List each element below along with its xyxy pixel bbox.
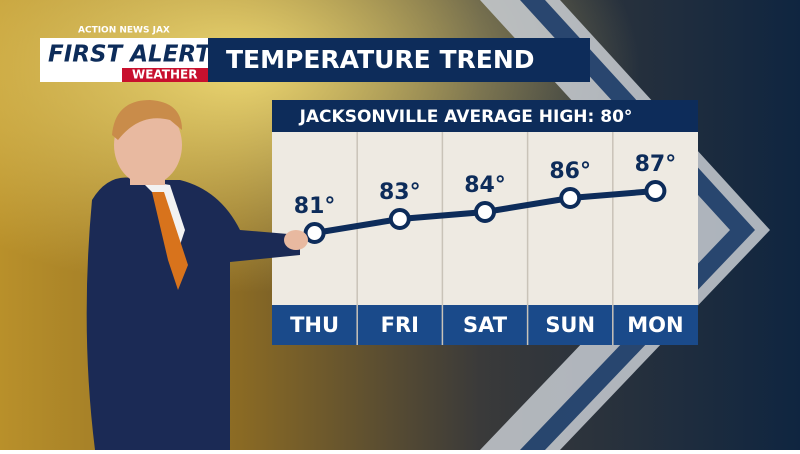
chart-subtitle: JACKSONVILLE AVERAGE HIGH: 80° xyxy=(299,107,633,127)
title-bar xyxy=(208,38,590,82)
day-bar xyxy=(272,305,698,345)
point xyxy=(303,222,326,244)
logo-product: WEATHER xyxy=(132,68,197,82)
value-label: 83° xyxy=(379,180,421,205)
logo-brand: FIRST ALERT xyxy=(48,42,213,68)
day-label: SAT xyxy=(463,313,508,337)
day-label: SUN xyxy=(545,313,595,337)
point xyxy=(388,208,411,230)
point xyxy=(644,180,667,202)
plot: THU FRI SAT SUN MON 81° 83° 84° 86° 87° xyxy=(290,132,684,345)
value-label: 84° xyxy=(464,173,506,198)
day-label: FRI xyxy=(381,313,419,337)
value-label: 81° xyxy=(294,194,336,219)
day-label: THU xyxy=(290,313,339,337)
logo-station: ACTION NEWS JAX xyxy=(78,26,170,36)
point xyxy=(559,187,582,209)
point xyxy=(474,201,496,223)
value-label: 87° xyxy=(635,152,677,177)
logo-strip xyxy=(122,68,208,82)
value-label: 86° xyxy=(549,159,591,184)
chart-title: TEMPERATURE TREND xyxy=(226,45,535,74)
subtitle-bar xyxy=(272,100,698,132)
presenter xyxy=(86,100,308,450)
day-label: MON xyxy=(627,313,683,337)
